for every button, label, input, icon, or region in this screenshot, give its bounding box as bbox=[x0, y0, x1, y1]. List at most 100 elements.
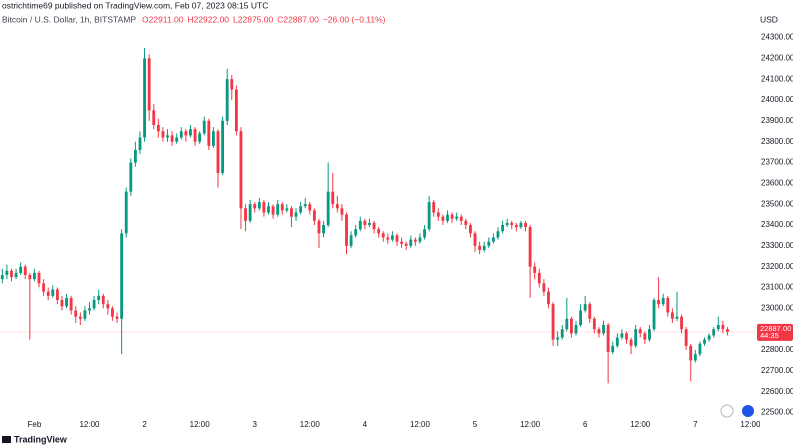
publisher: ostrichtime69 published on TradingView.c… bbox=[2, 0, 268, 10]
candle-body bbox=[345, 214, 348, 246]
candle-body bbox=[257, 202, 261, 209]
candle-body bbox=[400, 241, 404, 244]
candle-body bbox=[560, 329, 564, 338]
x-tick-label: 3 bbox=[252, 420, 257, 429]
candle-body bbox=[262, 202, 266, 213]
countdown: 44:35 bbox=[760, 331, 779, 340]
logo bbox=[2, 436, 11, 443]
candle-body bbox=[675, 316, 679, 319]
candle-body bbox=[404, 243, 408, 246]
candle-body bbox=[5, 270, 9, 275]
candle-body bbox=[652, 300, 656, 330]
candle-body bbox=[597, 329, 601, 334]
candle-body bbox=[569, 318, 573, 334]
candle-body bbox=[10, 270, 13, 278]
candle-body bbox=[133, 150, 137, 163]
candle-body bbox=[290, 208, 293, 217]
y-tick-label: 24100.00 bbox=[761, 74, 793, 83]
candle-body bbox=[184, 131, 188, 136]
candle-body bbox=[615, 337, 619, 346]
candle-body bbox=[0, 275, 4, 280]
candle-body bbox=[726, 329, 729, 332]
candle-body bbox=[120, 233, 124, 319]
candle-body bbox=[386, 237, 390, 240]
candle-body bbox=[234, 89, 238, 132]
candle-body bbox=[368, 222, 371, 225]
candle-body bbox=[317, 220, 321, 234]
candle-body bbox=[556, 337, 560, 340]
last-price-label: 22887.00 bbox=[760, 324, 791, 333]
candle-body bbox=[441, 216, 445, 221]
candle-body bbox=[661, 297, 665, 305]
candle-body bbox=[101, 295, 105, 305]
flash-icon[interactable] bbox=[720, 404, 734, 418]
candle-body bbox=[303, 204, 307, 207]
candle-body bbox=[579, 310, 583, 325]
candle-body bbox=[372, 222, 376, 230]
last-price-tag bbox=[757, 323, 793, 341]
candle-body bbox=[496, 231, 500, 238]
candle-body bbox=[721, 325, 725, 330]
x-tick-label: 12:00 bbox=[190, 420, 211, 429]
candle-body bbox=[716, 325, 720, 330]
candle-body bbox=[253, 204, 257, 209]
y-tick-label: 23700.00 bbox=[761, 158, 793, 167]
candle-body bbox=[537, 272, 541, 284]
symbol: Bitcoin / U.S. Dollar, 1h, BITSTAMP bbox=[2, 14, 136, 24]
candle-body bbox=[106, 304, 110, 309]
y-tick-label: 23500.00 bbox=[761, 199, 793, 208]
x-tick-label: Feb bbox=[28, 420, 42, 429]
candle-body bbox=[611, 345, 615, 353]
candle-body bbox=[358, 220, 362, 230]
candle-body bbox=[602, 325, 605, 334]
candle-body bbox=[620, 333, 624, 338]
x-tick-label: 12:00 bbox=[630, 420, 651, 429]
x-tick-label: 2 bbox=[142, 420, 147, 429]
candle-body bbox=[707, 335, 711, 340]
candle-body bbox=[698, 343, 702, 355]
candle-body bbox=[83, 310, 87, 319]
candle-body bbox=[395, 235, 399, 242]
y-tick-label: 23100.00 bbox=[761, 283, 793, 292]
y-tick-label: 24300.00 bbox=[761, 33, 793, 42]
candle-body bbox=[78, 316, 82, 319]
candle-body bbox=[23, 266, 27, 275]
candle-body bbox=[276, 204, 280, 215]
flag-icon[interactable] bbox=[742, 405, 754, 417]
candle-body bbox=[510, 222, 514, 225]
ohlc-legend: C22887.00 bbox=[277, 14, 319, 24]
candle-body bbox=[129, 162, 133, 192]
candle-body bbox=[712, 329, 716, 336]
candle-body bbox=[340, 208, 344, 215]
candle-body bbox=[459, 216, 463, 221]
y-tick-label: 23900.00 bbox=[761, 116, 793, 125]
candle-body bbox=[574, 325, 578, 334]
candle-body bbox=[267, 206, 270, 213]
candle-body bbox=[482, 245, 486, 250]
candle-body bbox=[432, 202, 436, 213]
candle-body bbox=[239, 131, 243, 209]
candle-body bbox=[381, 233, 385, 238]
ohlc-legend: O22911.00 bbox=[142, 14, 184, 24]
candle-body bbox=[69, 297, 73, 311]
candle-body bbox=[65, 297, 68, 307]
y-tick-label: 24000.00 bbox=[761, 95, 793, 104]
candle-body bbox=[588, 304, 592, 319]
candle-body bbox=[74, 310, 78, 317]
candle-body bbox=[198, 133, 202, 142]
candle-body bbox=[464, 220, 468, 225]
candle-body bbox=[693, 354, 697, 361]
candle-body bbox=[28, 275, 32, 280]
candle-body bbox=[450, 214, 454, 219]
candle-body bbox=[390, 235, 394, 240]
candle-body bbox=[446, 214, 449, 221]
candle-body bbox=[680, 316, 683, 330]
candle-body bbox=[331, 191, 335, 205]
ohlc-legend: L22875.00 bbox=[233, 14, 273, 24]
candle-body bbox=[285, 208, 289, 211]
candle-body bbox=[230, 79, 234, 90]
candle-body bbox=[638, 329, 642, 334]
candle-body bbox=[189, 129, 192, 136]
candle-body bbox=[166, 135, 169, 138]
candle-body bbox=[657, 300, 661, 305]
